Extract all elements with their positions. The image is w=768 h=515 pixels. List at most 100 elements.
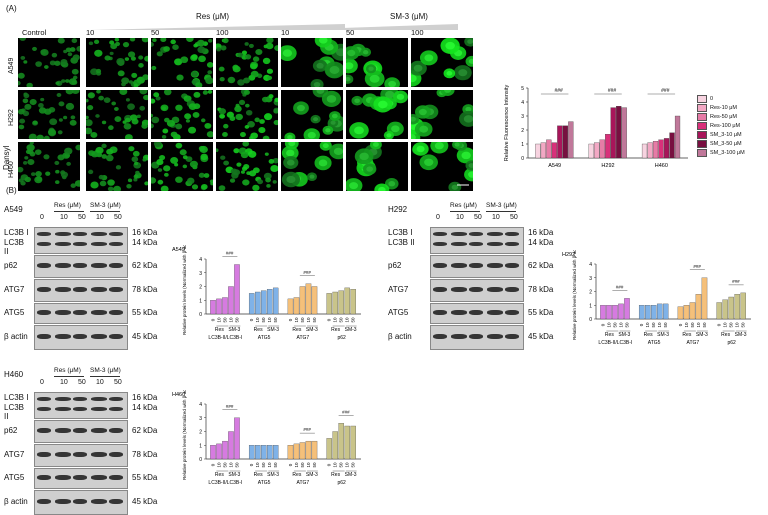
protein-band: [91, 427, 107, 433]
protein-band: [55, 397, 71, 402]
micrograph-tile: [411, 142, 473, 191]
protein-bar: [740, 292, 746, 320]
protein-label: ATG5: [4, 472, 25, 482]
x-tick-label: 0: [717, 323, 722, 326]
x-tick-label: 10: [294, 317, 299, 323]
x-tick-label: 50: [351, 317, 356, 323]
y-tick-label: 0: [199, 457, 202, 463]
protein-bar: [716, 302, 722, 320]
kda-label: 78 kDa: [132, 449, 158, 459]
sm3-sub-label: SM-3: [618, 332, 630, 338]
y-tick-label: 4: [199, 402, 202, 408]
fluorescence-bar: [658, 139, 664, 159]
micrograph-tile: [281, 90, 343, 139]
protein-bar: [287, 445, 294, 460]
res-sub-label: Res: [254, 472, 263, 478]
category-label: H460: [655, 163, 668, 169]
protein-bar: [344, 287, 350, 315]
micrograph-tile: [18, 90, 80, 139]
legend-label: SM_3-10 μM: [710, 132, 742, 138]
protein-band: [55, 241, 71, 246]
protein-band: [487, 333, 503, 339]
sm3-underline: [486, 211, 516, 212]
protein-band: [109, 397, 123, 402]
res-sub-label: Res: [254, 327, 263, 333]
sm3-sub-label: SM-3: [228, 472, 240, 478]
micrograph-tile: [346, 90, 408, 139]
row-label: A549: [8, 57, 15, 74]
protein-bar: [722, 299, 728, 320]
protein-band: [37, 397, 51, 402]
protein-band: [469, 232, 483, 237]
protein-band: [91, 397, 107, 402]
y-axis-label: Relative protein levels (Normalized with…: [182, 390, 187, 480]
kda-label: 55 kDa: [528, 307, 554, 317]
protein-band: [37, 475, 51, 481]
protein-band: [505, 333, 519, 339]
significance-label: ###: [554, 88, 563, 94]
y-tick-label: 1: [521, 142, 524, 148]
blot-strip: [430, 227, 524, 254]
fluorescence-bar: [588, 143, 594, 159]
protein-bar: [350, 289, 356, 315]
x-tick-label: 10: [696, 322, 701, 328]
y-tick-label: 1: [589, 303, 592, 309]
res-sub-label: Res: [605, 332, 614, 338]
x-tick-label: 10: [618, 322, 623, 328]
lane-label: 50: [510, 214, 518, 221]
y-axis-label: Relative Fluorescence Intensity: [504, 85, 510, 162]
protein-bar: [216, 298, 222, 315]
column-label: 10: [86, 28, 95, 37]
kda-label: 45 kDa: [132, 331, 158, 341]
legend-entry: 0: [697, 95, 713, 103]
protein-label: ATG5: [4, 307, 25, 317]
protein-bar: [695, 294, 702, 320]
fluorescence-bar: [621, 107, 627, 159]
blot-strip: [430, 325, 524, 350]
protein-label: LC3B I: [388, 228, 413, 237]
protein-bar: [638, 305, 645, 320]
protein-band: [91, 262, 107, 268]
protein-bar: [272, 445, 279, 460]
protein-band: [91, 406, 107, 411]
x-tick-label: 10: [684, 322, 689, 328]
legend-swatch: [697, 149, 707, 157]
legend-entry: Res-50 μM: [697, 113, 737, 121]
x-tick-label: 10: [306, 317, 311, 323]
res-underline: [450, 211, 480, 212]
x-tick-label: 50: [222, 317, 227, 323]
legend-swatch: [697, 122, 707, 130]
significance-label: ###: [661, 88, 670, 94]
protein-band: [487, 232, 503, 237]
protein-band: [55, 427, 71, 433]
blot-strip: [430, 303, 524, 324]
fluorescence-bar: [557, 125, 563, 159]
significance-label: ###: [303, 427, 311, 432]
kda-label: 16 kDa: [132, 228, 158, 237]
column-label: 50: [346, 28, 355, 37]
protein-band: [73, 427, 87, 433]
lane-label: 10: [456, 214, 464, 221]
x-tick-label: 10: [333, 462, 338, 468]
x-tick-label: 50: [312, 462, 317, 468]
protein-band: [73, 286, 87, 292]
x-tick-label: 50: [222, 462, 227, 468]
fluorescence-bar: [594, 142, 600, 159]
y-tick-label: 1: [199, 298, 202, 304]
protein-bar: [677, 306, 684, 320]
protein-bar: [689, 302, 696, 320]
sm3-sub-label: SM-3: [306, 327, 318, 333]
y-tick-label: 0: [589, 317, 592, 323]
x-tick-label: 50: [612, 322, 617, 328]
protein-bar: [662, 303, 669, 320]
protein-label: ATG7: [4, 449, 25, 459]
protein-band: [433, 286, 447, 292]
protein-bar: [260, 445, 267, 460]
protein-bar: [644, 305, 651, 320]
y-axis-label: Relative protein levels (Normalized with…: [572, 250, 577, 340]
protein-bar: [311, 440, 318, 460]
protein-band: [91, 451, 107, 457]
x-tick-label: 50: [261, 462, 266, 468]
protein-band: [109, 286, 123, 292]
blot-strip: [34, 468, 128, 489]
